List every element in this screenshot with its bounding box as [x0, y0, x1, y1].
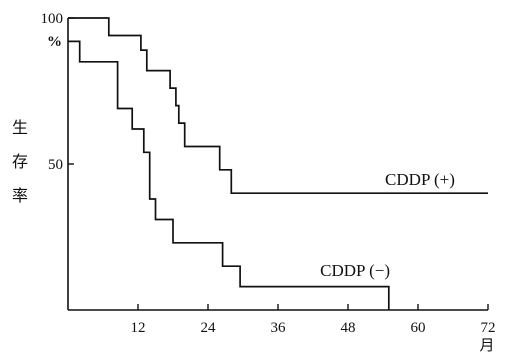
y-axis-title-char: 存 — [12, 152, 28, 171]
series-line-cddp-plus — [68, 17, 488, 195]
x-tick-label: 48 — [341, 320, 356, 336]
y-unit-label: % — [47, 34, 62, 50]
x-tick-label: 72 — [481, 320, 496, 336]
series-label-cddp-plus: CDDP (+) — [385, 170, 455, 189]
axes-layer — [67, 17, 489, 311]
x-tick-label: 12 — [131, 320, 146, 336]
x-tick-label: 24 — [201, 320, 217, 336]
series-label-cddp-minus: CDDP (−) — [320, 261, 390, 280]
y-axis-title-char: 生 — [12, 118, 28, 137]
y-tick-label: 50 — [48, 157, 63, 173]
y-tick-label: 100 — [41, 11, 64, 27]
series-layer — [68, 17, 488, 310]
x-tick-label: 36 — [271, 320, 287, 336]
x-unit-label: 月 — [479, 336, 494, 353]
x-tick-label: 60 — [411, 320, 426, 336]
y-axis-title-char: 率 — [12, 186, 28, 205]
series-line-cddp-minus — [68, 40, 390, 310]
